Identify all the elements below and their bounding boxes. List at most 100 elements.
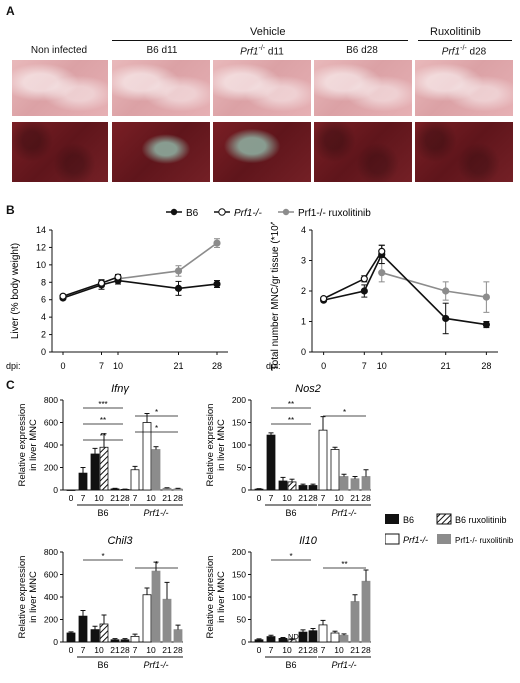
significance-stars: *	[155, 424, 158, 433]
bar-prf1	[130, 469, 140, 491]
legend-marker-b6	[170, 208, 178, 216]
panel-a-letter: A	[6, 4, 15, 18]
ifng-bar-chart: Ifnγ 0 200 400 600 800 Relative expression in l…	[17, 383, 183, 518]
data-point	[320, 295, 328, 303]
micrograph-bottom-prf1-d11	[213, 122, 311, 182]
micrograph-bottom-prf1-d28	[415, 122, 513, 182]
legend-swatch-prf1	[385, 533, 400, 545]
data-point	[442, 287, 450, 295]
y-axis-label: Relative expression	[17, 404, 28, 487]
x-tick-label: 21	[162, 493, 172, 503]
column-label-prf1-d28: Prf1-/- d28	[414, 45, 514, 57]
x-tick-label: 28	[173, 645, 183, 655]
series-line	[62, 276, 119, 297]
y-tick-label: 0	[301, 347, 306, 357]
group-label-prf1: Prf1-/-	[143, 508, 168, 518]
significance-stars: *	[155, 408, 158, 417]
y-axis-label: Relative expression	[205, 404, 216, 487]
y-tick-label: 4	[41, 312, 46, 322]
bar-b6	[110, 639, 120, 643]
bar-b6	[78, 472, 88, 491]
col-suffix: d11	[158, 45, 178, 56]
chart-title: Chil3	[107, 535, 133, 547]
group-label-prf1: Prf1-/-	[331, 660, 356, 670]
bar-prf1-ruxolitinib	[350, 478, 360, 491]
y-axis-label: Total number MNC/gr tissue (*10^7)	[270, 222, 281, 370]
y-tick-label: 0	[53, 485, 58, 495]
data-point	[360, 275, 368, 283]
significance-stars: **	[100, 432, 106, 441]
group-label-b6: B6	[285, 508, 296, 518]
y-tick-label: 1	[301, 317, 306, 327]
bar-prf1	[130, 635, 140, 643]
x-tick-label: 21	[441, 361, 451, 371]
y-tick-label: 100	[232, 440, 246, 450]
bar-b6	[66, 489, 76, 491]
y-tick-label: 10	[36, 260, 46, 270]
bar-prf1	[142, 594, 152, 643]
legend-marker-rux	[282, 208, 290, 216]
x-axis-label: dpi:	[266, 361, 281, 371]
y-axis-label: in liver MNC	[216, 571, 227, 623]
legend-swatch-prf1-rux	[437, 534, 451, 544]
legend-label-prf1-rux: Prf1-/- ruxolitinib	[455, 536, 514, 545]
x-tick-label: 0	[321, 361, 326, 371]
column-label-non-infected: Non infected	[30, 45, 88, 56]
bar-b6	[308, 630, 318, 643]
col-prefix: B6	[346, 45, 359, 56]
bar-b6	[110, 488, 120, 491]
series-line	[323, 250, 383, 300]
significance-stars: **	[288, 416, 294, 425]
x-tick-label: 10	[334, 493, 344, 503]
data-point	[213, 239, 221, 247]
significance-stars: *	[101, 552, 104, 561]
column-label-b6-d28: B6 d28	[314, 45, 410, 56]
panel-b-letter: B	[6, 203, 15, 217]
y-tick-label: 400	[44, 592, 58, 602]
chart-title: Il10	[299, 535, 318, 547]
mnc-count-chart: 0 1 2 3 4 0 7 10 21 28 dpi:Total number MNC/gr tis…	[266, 222, 498, 371]
x-tick-label: 7	[269, 645, 274, 655]
micrograph-top-prf1-d28	[415, 60, 513, 116]
legend-label-b6-rux: B6 ruxolitinib	[455, 515, 507, 525]
x-tick-label: 0	[69, 645, 74, 655]
group-label-b6: B6	[97, 660, 108, 670]
y-axis-label: Liver (% body weight)	[10, 243, 21, 339]
y-tick-label: 800	[44, 395, 58, 405]
x-tick-label: 28	[308, 493, 318, 503]
x-tick-label: 0	[60, 361, 65, 371]
data-point	[378, 247, 386, 255]
bar-prf1-ruxolitinib	[151, 449, 161, 491]
data-point	[174, 267, 183, 275]
micrograph-top-prf1-d11	[213, 60, 311, 116]
legend-label-prf1: Prf1-/-	[234, 208, 262, 219]
group-label-vehicle: Vehicle	[250, 26, 286, 38]
data-point	[59, 292, 67, 300]
data-point	[114, 273, 122, 281]
x-tick-label: 21	[173, 361, 183, 371]
bar-prf1-ruxolitinib	[151, 570, 161, 643]
chil3-bar-chart: Chil3 0 200 400 600 800 Relative expression in …	[17, 535, 183, 670]
y-tick-label: 2	[301, 286, 306, 296]
y-tick-label: 12	[36, 242, 46, 252]
significance-stars: **	[341, 560, 347, 569]
panel-a: A Vehicle Ruxolitinib Non infected B6 d1…	[0, 0, 520, 200]
x-tick-label: 7	[81, 645, 86, 655]
col-sup: -/-	[258, 45, 266, 52]
x-tick-label: 10	[146, 493, 156, 503]
x-tick-label: 7	[321, 645, 326, 655]
data-point	[482, 320, 490, 329]
bar-prf1-ruxolitinib	[162, 487, 172, 491]
y-tick-label: 200	[232, 395, 246, 405]
micrograph-bottom-b6-d28	[314, 122, 412, 182]
y-tick-label: 0	[41, 347, 46, 357]
group-label-b6: B6	[97, 508, 108, 518]
bar-b6	[298, 485, 308, 491]
y-tick-label: 4	[301, 225, 306, 235]
bar-b6	[66, 632, 76, 643]
y-tick-label: 8	[41, 277, 46, 287]
col-prefix: Prf1	[240, 46, 259, 58]
x-tick-label: 21	[350, 645, 360, 655]
group-rule-vehicle	[112, 40, 408, 41]
x-tick-label: 28	[361, 645, 371, 655]
